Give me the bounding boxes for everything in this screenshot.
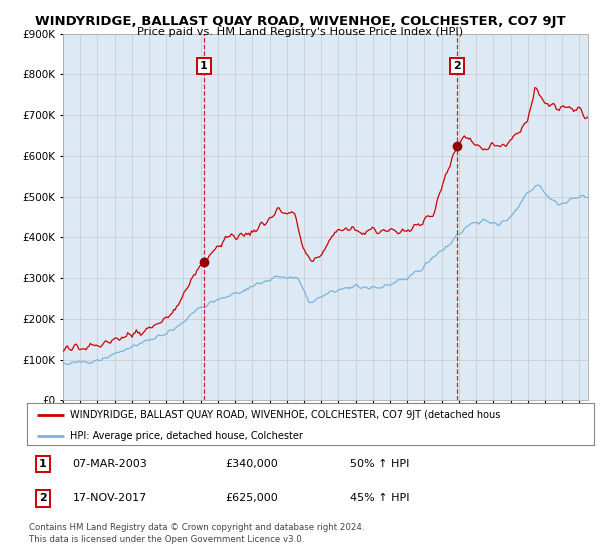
Text: Contains HM Land Registry data © Crown copyright and database right 2024.: Contains HM Land Registry data © Crown c… [29,523,364,532]
Text: HPI: Average price, detached house, Colchester: HPI: Average price, detached house, Colc… [70,431,302,441]
Text: £340,000: £340,000 [226,459,278,469]
Text: WINDYRIDGE, BALLAST QUAY ROAD, WIVENHOE, COLCHESTER, CO7 9JT (detached hous: WINDYRIDGE, BALLAST QUAY ROAD, WIVENHOE,… [70,409,500,419]
Text: 50% ↑ HPI: 50% ↑ HPI [350,459,410,469]
Text: 2: 2 [39,493,47,503]
Text: 45% ↑ HPI: 45% ↑ HPI [350,493,410,503]
Text: Price paid vs. HM Land Registry's House Price Index (HPI): Price paid vs. HM Land Registry's House … [137,27,463,37]
Text: £625,000: £625,000 [226,493,278,503]
Text: 07-MAR-2003: 07-MAR-2003 [73,459,147,469]
Text: This data is licensed under the Open Government Licence v3.0.: This data is licensed under the Open Gov… [29,535,304,544]
Text: WINDYRIDGE, BALLAST QUAY ROAD, WIVENHOE, COLCHESTER, CO7 9JT: WINDYRIDGE, BALLAST QUAY ROAD, WIVENHOE,… [35,15,565,28]
Text: 1: 1 [200,61,208,71]
Text: 2: 2 [453,61,461,71]
Text: 17-NOV-2017: 17-NOV-2017 [73,493,146,503]
Text: 1: 1 [39,459,47,469]
